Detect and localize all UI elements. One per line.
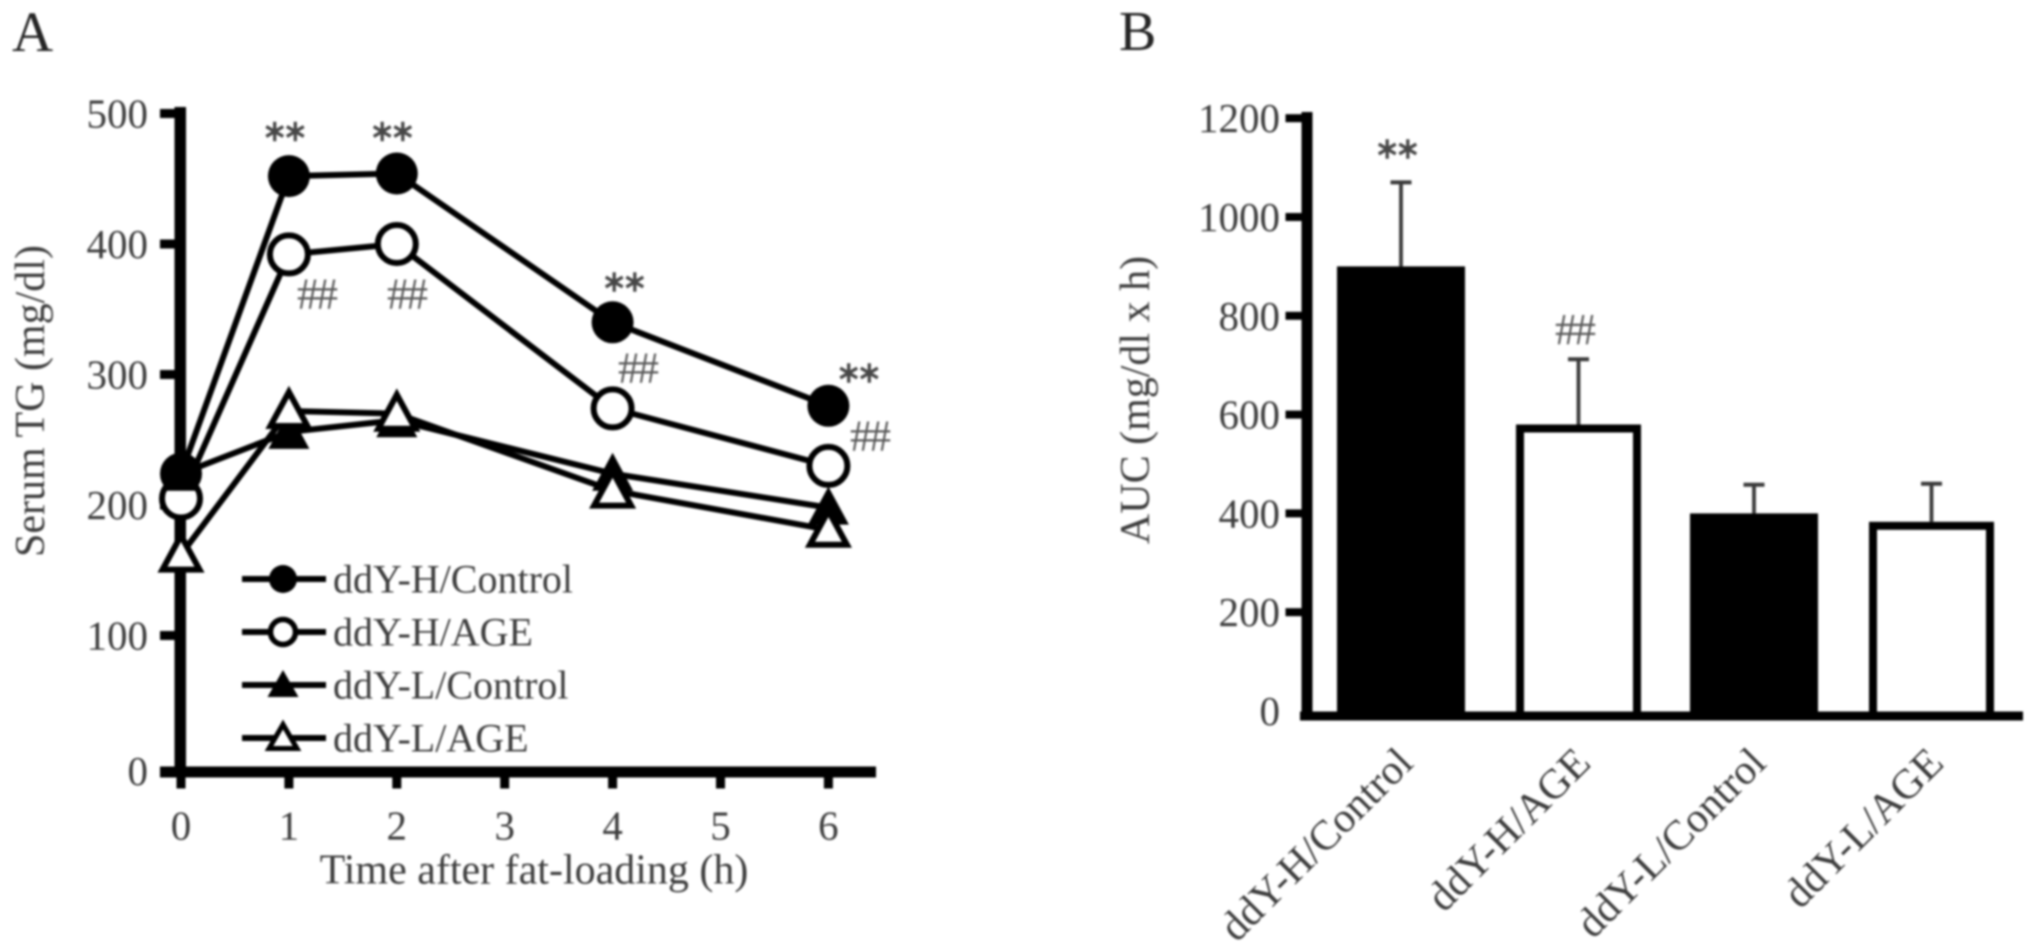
svg-text:ddY-H/AGE: ddY-H/AGE <box>333 610 533 655</box>
svg-text:4: 4 <box>602 803 623 849</box>
svg-text:400: 400 <box>1219 490 1281 536</box>
svg-text:800: 800 <box>1219 293 1281 339</box>
svg-text:6: 6 <box>818 803 839 849</box>
svg-text:1000: 1000 <box>1198 194 1280 240</box>
svg-text:1200: 1200 <box>1198 95 1280 141</box>
svg-text:##: ## <box>297 270 338 319</box>
svg-text:##: ## <box>387 270 428 319</box>
svg-text:ddY-H/Control: ddY-H/Control <box>333 557 573 602</box>
svg-text:300: 300 <box>87 352 149 398</box>
svg-text:B: B <box>1119 1 1156 63</box>
svg-text:5: 5 <box>710 803 731 849</box>
svg-text:0: 0 <box>171 803 192 849</box>
svg-text:1: 1 <box>279 803 300 849</box>
svg-text:0: 0 <box>1260 688 1281 734</box>
svg-text:Time after fat-loading (h): Time after fat-loading (h) <box>320 848 749 894</box>
svg-text:200: 200 <box>87 482 149 528</box>
svg-text:500: 500 <box>87 91 149 137</box>
svg-text:200: 200 <box>1219 589 1281 635</box>
svg-text:0: 0 <box>128 748 149 794</box>
svg-text:A: A <box>12 1 53 64</box>
svg-text:##: ## <box>618 344 659 393</box>
svg-text:600: 600 <box>1219 392 1281 438</box>
svg-text:400: 400 <box>87 221 149 267</box>
svg-text:##: ## <box>850 412 891 461</box>
svg-text:ddY-L/AGE: ddY-L/AGE <box>333 716 529 761</box>
svg-text:AUC (mg/dl x h): AUC (mg/dl x h) <box>1113 256 1159 544</box>
svg-text:Serum TG (mg/dl): Serum TG (mg/dl) <box>8 245 54 557</box>
svg-text:ddY-L/Control: ddY-L/Control <box>333 663 569 708</box>
svg-text:3: 3 <box>494 803 515 849</box>
svg-text:100: 100 <box>87 613 149 659</box>
svg-text:2: 2 <box>387 803 408 849</box>
svg-text:##: ## <box>1555 305 1596 354</box>
